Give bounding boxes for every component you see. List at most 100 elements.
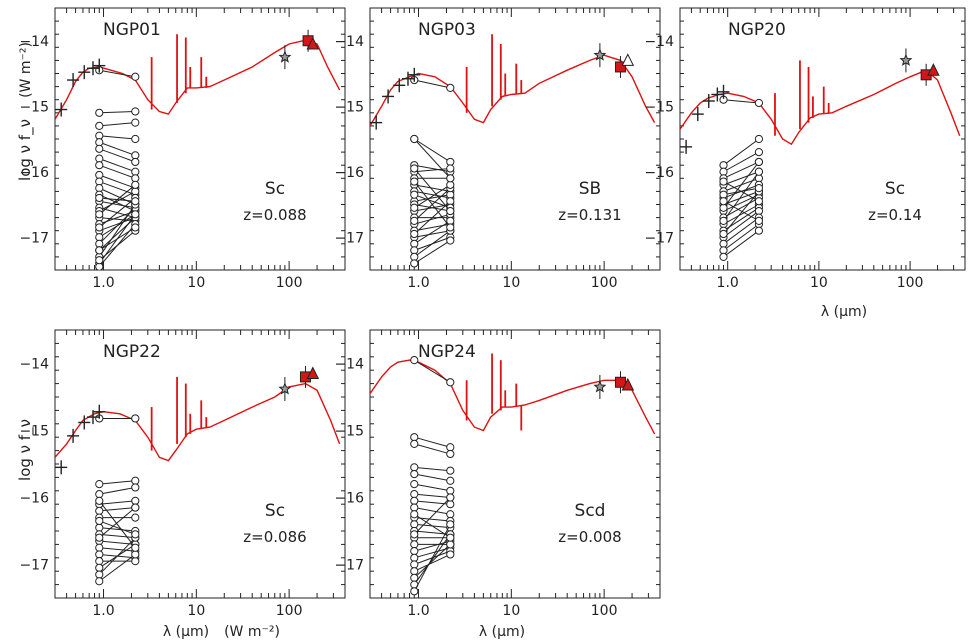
index-point bbox=[446, 540, 455, 549]
y-tick-label: −15 bbox=[334, 99, 364, 115]
index-point bbox=[410, 356, 419, 365]
plot-area bbox=[370, 34, 656, 268]
x-tick-label: 1.0 bbox=[92, 275, 114, 291]
index-pair-line bbox=[414, 240, 451, 264]
index-pair-line bbox=[99, 174, 136, 189]
index-pair-line bbox=[99, 69, 136, 78]
ylabel-text: log ν f_ν bbox=[16, 119, 35, 181]
index-point bbox=[446, 550, 455, 559]
index-point bbox=[131, 107, 140, 116]
index-pair-line bbox=[99, 547, 136, 552]
y-tick-label: −16 bbox=[334, 491, 364, 507]
photometry-star bbox=[278, 50, 292, 63]
index-point bbox=[131, 503, 140, 512]
index-pair-line bbox=[413, 138, 451, 179]
index-pair-line bbox=[723, 200, 760, 222]
index-point bbox=[95, 523, 104, 532]
index-pair-line bbox=[98, 507, 136, 539]
index-point bbox=[410, 229, 419, 239]
x-tick-label: 100 bbox=[276, 275, 303, 291]
index-point bbox=[410, 469, 419, 479]
index-point bbox=[410, 530, 419, 539]
index-point bbox=[95, 563, 104, 572]
index-point bbox=[719, 252, 728, 261]
index-pair-line bbox=[99, 533, 136, 539]
index-point bbox=[131, 210, 140, 219]
y-tick-label: −15 bbox=[19, 424, 49, 440]
index-pair-line bbox=[413, 168, 451, 212]
index-point bbox=[410, 480, 419, 489]
index-pair-line bbox=[414, 436, 451, 448]
index-point bbox=[410, 190, 419, 199]
index-pair-line bbox=[99, 200, 136, 209]
photometry-star bbox=[593, 380, 607, 393]
index-point bbox=[446, 378, 455, 387]
index-pair-line bbox=[414, 473, 451, 482]
sed-model-line bbox=[370, 54, 656, 127]
index-pair-line bbox=[414, 194, 451, 202]
panel-ngp01: −14 −15 −16 −17 1.0 10 100 NGP01 Sc z=0.088 bbox=[19, 7, 346, 291]
index-point bbox=[410, 164, 419, 173]
index-pair-line bbox=[98, 197, 136, 228]
panel-name: NGP24 bbox=[418, 342, 476, 362]
index-point bbox=[410, 567, 419, 576]
index-point bbox=[410, 503, 419, 512]
index-pair-line bbox=[723, 161, 760, 179]
index-point bbox=[410, 203, 419, 212]
x-tick-label: 100 bbox=[591, 603, 618, 619]
index-pair-line bbox=[414, 194, 451, 209]
index-pair-line bbox=[99, 158, 136, 173]
index-pair-line bbox=[414, 443, 451, 455]
index-point bbox=[131, 197, 140, 206]
y-tick-label: −16 bbox=[19, 491, 49, 507]
xlabel-ngp22: λ (μm) bbox=[163, 624, 209, 640]
index-point bbox=[754, 216, 764, 225]
y-tick-label: −17 bbox=[334, 558, 364, 574]
index-pair-line bbox=[414, 466, 451, 472]
index-point bbox=[131, 180, 140, 189]
index-point bbox=[95, 577, 104, 586]
index-point bbox=[95, 256, 104, 265]
photometry-triangle bbox=[621, 53, 635, 66]
index-point bbox=[446, 533, 455, 542]
index-point bbox=[410, 496, 419, 505]
index-point bbox=[446, 466, 455, 475]
x-tick-label: 10 bbox=[502, 275, 520, 291]
index-point bbox=[410, 463, 419, 472]
y-tick-label: −15 bbox=[334, 424, 364, 440]
photometry-star bbox=[899, 53, 913, 66]
y-tick-label: −17 bbox=[19, 230, 49, 246]
y-tick-label: −14 bbox=[19, 357, 49, 373]
redshift: z=0.14 bbox=[868, 206, 922, 224]
index-pair-line bbox=[723, 230, 760, 258]
y-tick-label: −14 bbox=[644, 34, 674, 50]
index-pair-line bbox=[723, 171, 760, 222]
index-pair-line bbox=[99, 164, 136, 179]
index-point bbox=[95, 557, 104, 566]
index-point bbox=[95, 570, 104, 579]
index-point bbox=[446, 510, 455, 519]
index-point bbox=[95, 144, 104, 153]
x-tick-label: 10 bbox=[502, 603, 520, 619]
index-point bbox=[446, 164, 455, 173]
index-point bbox=[131, 118, 140, 127]
index-pair-line bbox=[723, 204, 760, 225]
index-pair-line bbox=[414, 184, 451, 192]
panel-name: NGP22 bbox=[103, 342, 161, 362]
index-point bbox=[95, 108, 104, 117]
redshift: z=0.008 bbox=[558, 528, 621, 546]
index-pair-line bbox=[414, 167, 451, 173]
index-point bbox=[410, 510, 419, 519]
y-tick-label: −16 bbox=[644, 165, 674, 181]
y-tick-label: −16 bbox=[19, 165, 49, 181]
index-point bbox=[446, 206, 455, 216]
plot-area bbox=[55, 365, 341, 586]
sed-model-line bbox=[370, 359, 656, 435]
index-point bbox=[131, 543, 140, 552]
index-point bbox=[95, 543, 104, 552]
index-point bbox=[410, 540, 419, 549]
index-pair-line bbox=[723, 138, 760, 166]
index-point bbox=[446, 174, 455, 183]
y-tick-label: −14 bbox=[334, 357, 364, 373]
index-point bbox=[410, 553, 419, 562]
